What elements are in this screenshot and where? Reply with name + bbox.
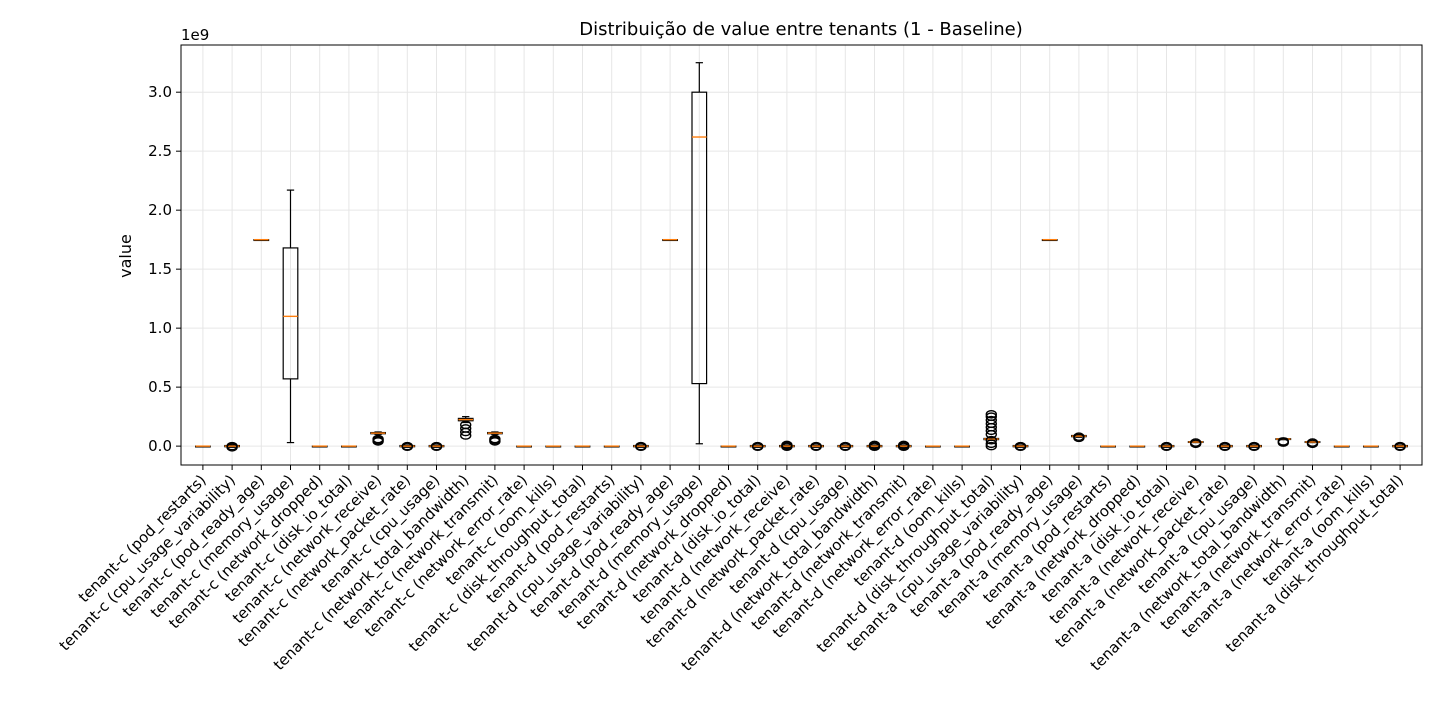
iqr-box: [691, 91, 708, 385]
box-group: [632, 441, 649, 452]
box-group: [1012, 441, 1029, 452]
outlier-point: [898, 442, 910, 452]
y-axis-label: value: [116, 234, 135, 278]
outlier-point: [372, 434, 384, 444]
outlier-point: [430, 442, 443, 452]
box-group: [808, 441, 824, 452]
box-group: [516, 445, 532, 448]
y-tick-label: 1.5: [148, 260, 172, 278]
box-group: [370, 431, 386, 446]
box-group: [983, 409, 1000, 451]
box-group: [837, 441, 854, 452]
y-axis-offset-label: 1e9: [181, 26, 209, 44]
outlier-point: [1160, 442, 1173, 452]
box-group: [341, 445, 357, 448]
outlier-point: [752, 442, 764, 452]
box-group: [1333, 445, 1350, 448]
outlier-point: [401, 442, 413, 452]
box-group: [1362, 445, 1379, 448]
y-axis-ticks: 0.0 0.5 1.0 1.5 2.0 2.5 3.0: [148, 83, 181, 455]
outlier-point: [1189, 438, 1202, 447]
box-group: [924, 445, 941, 448]
box-group: [545, 445, 562, 448]
outlier-point: [226, 443, 238, 452]
box-group: [1158, 441, 1175, 452]
y-tick-label: 1.0: [148, 319, 172, 337]
box-group: [282, 189, 299, 444]
box-group: [311, 445, 328, 448]
box-group: [691, 62, 708, 445]
box-group: [603, 445, 620, 448]
y-tick-label: 2.5: [148, 142, 172, 160]
outlier-point: [1219, 442, 1231, 452]
chart-title: Distribuição de value entre tenants (1 -…: [579, 19, 1023, 40]
outlier-point: [868, 442, 881, 452]
plot-area-frame: [180, 44, 1423, 466]
y-tick-label: 3.0: [148, 83, 172, 101]
box-group: [895, 440, 912, 452]
box-group: [1392, 441, 1409, 452]
outlier-point: [460, 420, 472, 430]
outlier-point: [1073, 432, 1085, 441]
outlier-point: [810, 442, 822, 452]
box-group: [574, 445, 591, 448]
box-group: [1246, 441, 1263, 452]
y-tick-label: 2.0: [148, 201, 172, 219]
box-group: [487, 431, 503, 446]
box-group: [778, 440, 795, 452]
box-group: [954, 445, 970, 448]
boxes: [195, 62, 1409, 452]
box-group: [866, 440, 883, 452]
box-group: [720, 445, 737, 448]
outlier-point: [985, 412, 997, 421]
outlier-point: [985, 409, 997, 419]
iqr-box: [282, 247, 299, 380]
box-group: [457, 416, 474, 440]
box-group: [1129, 445, 1146, 448]
outlier-point: [985, 435, 997, 445]
outlier-point: [1394, 442, 1406, 452]
box-group: [253, 238, 270, 242]
y-tick-label: 0.5: [148, 378, 172, 396]
y-tick-label: 0.0: [148, 437, 172, 455]
box-group: [1041, 238, 1058, 242]
box-group: [749, 441, 766, 452]
outlier-point: [1277, 437, 1290, 446]
outlier-point: [489, 434, 501, 444]
outlier-point: [781, 442, 793, 452]
box-group: [1216, 441, 1233, 452]
outlier-point: [985, 439, 997, 449]
outlier-point: [1014, 442, 1027, 452]
outlier-point: [985, 415, 997, 425]
box-group: [1100, 445, 1117, 448]
outlier-point: [635, 442, 647, 452]
box-group: [224, 441, 241, 452]
box-group: [1070, 432, 1087, 443]
box-group: [399, 441, 416, 452]
outlier-point: [1306, 438, 1319, 447]
box-group: [1304, 438, 1321, 449]
box-group: [195, 445, 211, 448]
box-group: [1275, 437, 1292, 447]
grid-lines: [181, 45, 1422, 465]
box-group: [662, 238, 678, 242]
box-group: [428, 441, 445, 452]
outlier-point: [460, 424, 472, 433]
outlier-point: [1248, 442, 1260, 452]
box-group: [1187, 438, 1204, 449]
outlier-point: [839, 442, 851, 452]
outlier-point: [985, 441, 997, 451]
